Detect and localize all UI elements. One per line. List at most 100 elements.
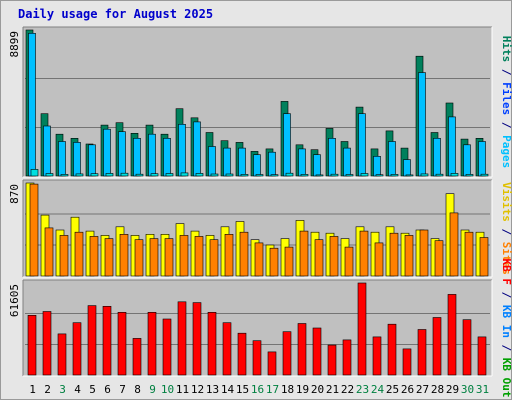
bar-files — [328, 138, 336, 177]
bar-kb-f — [402, 348, 412, 376]
bar-sites — [119, 234, 129, 277]
x-tick-label: 27 — [416, 383, 429, 396]
legend-label: KB In — [500, 298, 512, 338]
y-max-label: 8899 — [8, 31, 21, 58]
bar-pages — [120, 172, 129, 177]
bar-files — [223, 147, 231, 177]
bar-kb-f — [27, 314, 37, 376]
x-tick-label: 5 — [89, 383, 96, 396]
x-tick-label: 9 — [149, 383, 156, 396]
bar-sites — [239, 231, 249, 277]
panel-kbytes: 61605 KB F / KB In / KB Out — [8, 258, 512, 397]
x-tick-label: 12 — [191, 383, 204, 396]
legend-label: / — [500, 338, 512, 352]
bar-pages — [255, 174, 264, 177]
bar-sites — [164, 238, 174, 277]
bar-sites — [254, 242, 264, 277]
bar-kb-f — [132, 338, 142, 376]
bar-kb-f — [477, 336, 487, 376]
bar-sites — [284, 246, 294, 277]
legend-label: KB Out — [500, 351, 512, 397]
bar-pages — [90, 173, 99, 177]
bar-pages — [285, 172, 294, 177]
bar-pages — [210, 173, 219, 177]
bar-pages — [165, 173, 174, 177]
bar-pages — [435, 173, 444, 177]
bar-files — [133, 138, 141, 177]
bar-pages — [45, 173, 54, 177]
legend-label: Hits — [500, 36, 512, 63]
legend-visits-sites: Visits / Sites — [500, 182, 512, 275]
bar-sites — [269, 247, 279, 277]
bar-kb-f — [207, 311, 217, 376]
legend-hits-files-pages: Hits / Files / Pages — [500, 36, 512, 169]
bar-sites — [419, 229, 429, 277]
bar-kb-f — [42, 311, 52, 376]
legend-label: / — [500, 115, 512, 129]
bar-pages — [315, 174, 324, 177]
bar-files — [343, 147, 351, 177]
bar-kb-f — [57, 333, 67, 376]
bar-pages — [60, 174, 69, 177]
x-tick-label: 19 — [296, 383, 309, 396]
bar-kb-f — [342, 339, 352, 376]
legend-kbytes: KB F / KB In / KB Out — [500, 258, 512, 397]
x-tick-label: 20 — [311, 383, 324, 396]
bar-kb-f — [192, 302, 202, 376]
bar-pages — [390, 174, 399, 177]
bar-kb-f — [162, 318, 172, 376]
bar-files — [253, 154, 261, 177]
bar-sites — [224, 234, 234, 277]
bar-pages — [150, 173, 159, 177]
y-max-label: 870 — [8, 184, 21, 204]
bar-kb-f — [417, 329, 427, 376]
bar-pages — [225, 173, 234, 177]
bar-sites — [464, 231, 474, 277]
bar-files — [478, 141, 486, 177]
x-tick-label: 24 — [371, 383, 385, 396]
bar-sites — [44, 227, 54, 277]
bar-files — [238, 147, 246, 177]
bar-pages — [105, 173, 114, 177]
bar-pages — [345, 174, 354, 177]
x-tick-label: 23 — [356, 383, 369, 396]
legend-label: / — [500, 62, 512, 76]
bar-files — [433, 138, 441, 177]
bar-pages — [465, 174, 474, 177]
bar-files — [73, 142, 81, 177]
x-tick-label: 25 — [386, 383, 399, 396]
bar-sites — [74, 231, 84, 277]
bar-sites — [89, 236, 99, 277]
chart-title: Daily usage for August 2025 — [18, 7, 214, 21]
x-tick-label: 1 — [29, 383, 36, 396]
bar-kb-f — [177, 301, 187, 376]
bar-pages — [240, 174, 249, 177]
bar-kb-f — [237, 332, 247, 376]
x-tick-label: 29 — [446, 383, 459, 396]
x-tick-label: 6 — [104, 383, 111, 396]
bar-pages — [195, 173, 204, 177]
bar-kb-f — [462, 319, 472, 376]
bar-sites — [314, 239, 324, 277]
bar-files — [403, 159, 411, 177]
bar-pages — [180, 172, 189, 177]
bar-sites — [344, 246, 354, 277]
bar-files — [58, 141, 66, 177]
bar-sites — [149, 238, 159, 277]
bar-kb-f — [72, 322, 82, 376]
bar-pages — [375, 174, 384, 177]
bar-files — [358, 113, 366, 177]
bar-kb-f — [147, 311, 157, 376]
bar-files — [313, 154, 321, 177]
bar-files — [178, 124, 186, 177]
bar-files — [418, 72, 426, 177]
legend-label: Pages — [500, 129, 512, 169]
bar-sites — [389, 232, 399, 277]
bar-files — [388, 141, 396, 177]
x-tick-label: 10 — [161, 383, 174, 396]
bar-files — [448, 116, 456, 177]
bar-kb-f — [117, 311, 127, 376]
bar-sites — [359, 230, 369, 277]
bar-files — [283, 113, 291, 177]
x-tick-label: 26 — [401, 383, 414, 396]
